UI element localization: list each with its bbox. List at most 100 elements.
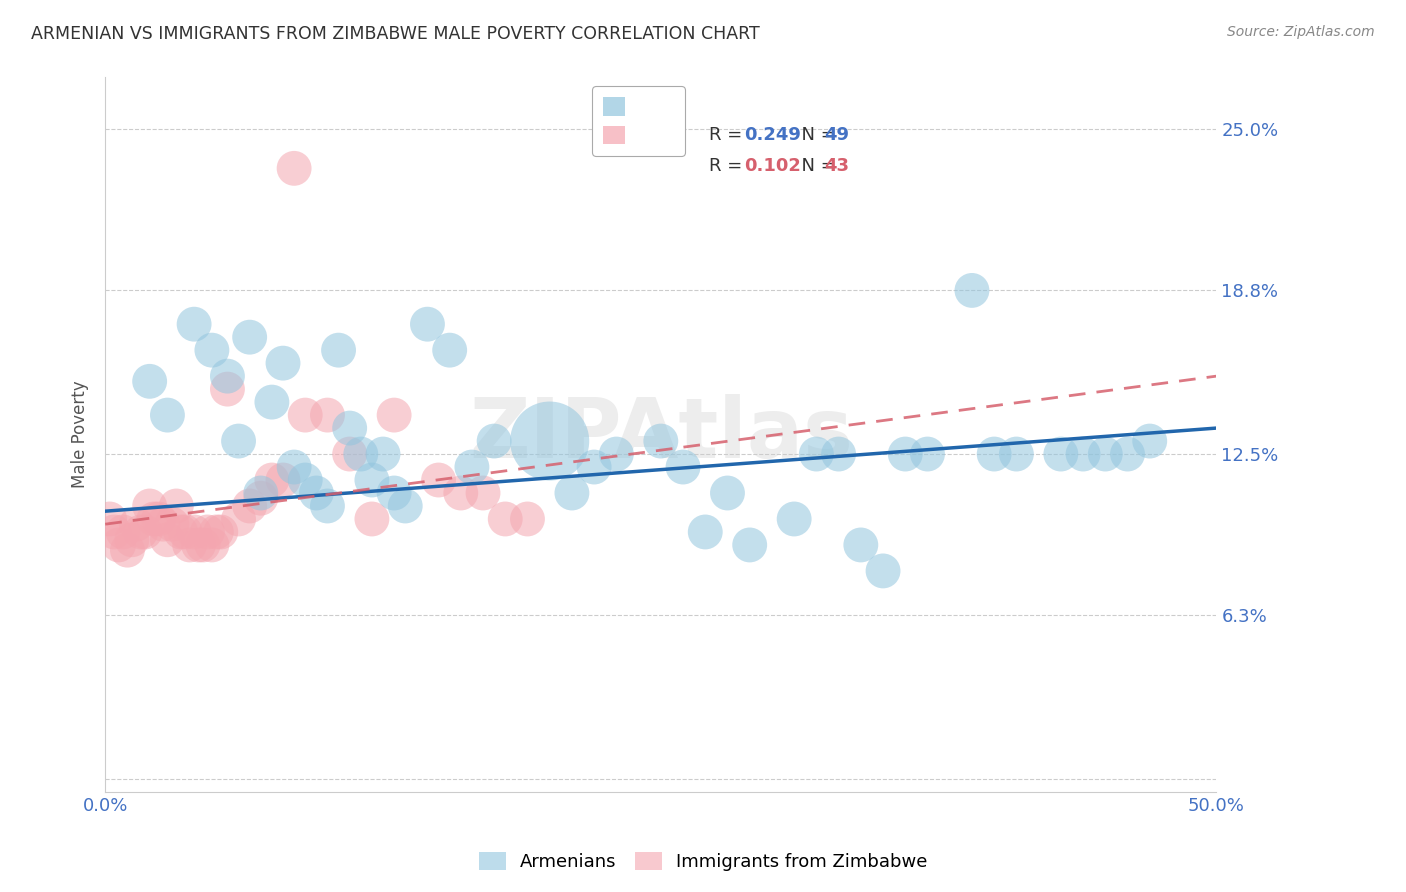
Point: [1094, 447, 1116, 461]
Point: [183, 524, 205, 539]
Point: [695, 524, 717, 539]
Text: 43: 43: [824, 157, 849, 175]
Point: [174, 524, 197, 539]
Point: [217, 382, 239, 396]
Point: [849, 538, 872, 552]
Legend:       ,       : ,: [592, 87, 685, 156]
Point: [165, 499, 187, 513]
Point: [1050, 447, 1073, 461]
Point: [205, 524, 228, 539]
Point: [170, 524, 193, 539]
Point: [305, 486, 328, 500]
Point: [283, 460, 305, 475]
Point: [382, 486, 405, 500]
Point: [561, 486, 583, 500]
Text: N =: N =: [790, 157, 842, 175]
Text: 49: 49: [824, 127, 849, 145]
Point: [249, 491, 271, 506]
Point: [494, 512, 516, 526]
Point: [894, 447, 917, 461]
Point: [339, 447, 361, 461]
Point: [121, 533, 143, 547]
Point: [143, 512, 166, 526]
Point: [917, 447, 939, 461]
Point: [271, 473, 294, 487]
Point: [179, 538, 201, 552]
Point: [239, 499, 262, 513]
Point: [872, 564, 894, 578]
Point: [427, 473, 450, 487]
Point: [134, 524, 156, 539]
Point: [350, 447, 373, 461]
Point: [156, 408, 179, 422]
Point: [294, 473, 316, 487]
Point: [1071, 447, 1094, 461]
Point: [294, 408, 316, 422]
Text: 0.102: 0.102: [744, 157, 801, 175]
Point: [583, 460, 606, 475]
Point: [983, 447, 1005, 461]
Point: [361, 473, 384, 487]
Point: [209, 524, 232, 539]
Point: [450, 486, 472, 500]
Point: [382, 408, 405, 422]
Text: R =: R =: [709, 127, 748, 145]
Point: [461, 460, 484, 475]
Point: [316, 408, 339, 422]
Text: ZIPAtlas: ZIPAtlas: [468, 394, 853, 475]
Point: [271, 356, 294, 370]
Point: [129, 524, 152, 539]
Point: [806, 447, 828, 461]
Text: ARMENIAN VS IMMIGRANTS FROM ZIMBABWE MALE POVERTY CORRELATION CHART: ARMENIAN VS IMMIGRANTS FROM ZIMBABWE MAL…: [31, 25, 759, 43]
Y-axis label: Male Poverty: Male Poverty: [72, 381, 89, 489]
Point: [1139, 434, 1161, 448]
Point: [538, 434, 561, 448]
Point: [472, 486, 495, 500]
Point: [103, 524, 125, 539]
Point: [716, 486, 738, 500]
Point: [249, 486, 271, 500]
Point: [148, 512, 170, 526]
Point: [156, 533, 179, 547]
Point: [260, 473, 283, 487]
Point: [1116, 447, 1139, 461]
Point: [672, 460, 695, 475]
Point: [98, 512, 121, 526]
Text: N =: N =: [790, 127, 842, 145]
Text: Source: ZipAtlas.com: Source: ZipAtlas.com: [1227, 25, 1375, 39]
Point: [217, 369, 239, 384]
Point: [191, 538, 214, 552]
Point: [152, 517, 174, 532]
Point: [394, 499, 416, 513]
Point: [605, 447, 627, 461]
Point: [516, 512, 538, 526]
Point: [416, 317, 439, 331]
Point: [239, 330, 262, 344]
Point: [827, 447, 849, 461]
Point: [260, 395, 283, 409]
Text: 0.249: 0.249: [744, 127, 801, 145]
Text: R =: R =: [709, 157, 748, 175]
Point: [1005, 447, 1028, 461]
Point: [439, 343, 461, 358]
Point: [482, 434, 505, 448]
Point: [117, 543, 139, 558]
Point: [107, 538, 129, 552]
Point: [111, 524, 134, 539]
Point: [960, 284, 983, 298]
Point: [283, 161, 305, 176]
Point: [125, 517, 148, 532]
Point: [138, 374, 160, 388]
Point: [197, 524, 219, 539]
Point: [201, 538, 224, 552]
Point: [201, 343, 224, 358]
Point: [783, 512, 806, 526]
Point: [187, 538, 209, 552]
Point: [738, 538, 761, 552]
Point: [361, 512, 384, 526]
Point: [228, 434, 250, 448]
Point: [183, 317, 205, 331]
Point: [650, 434, 672, 448]
Point: [339, 421, 361, 435]
Point: [328, 343, 350, 358]
